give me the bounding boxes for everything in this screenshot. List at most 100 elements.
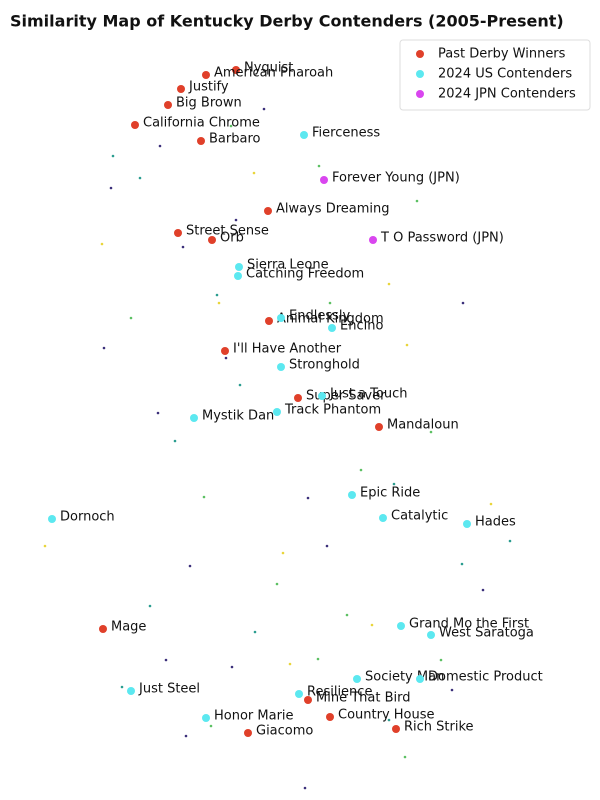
point (190, 414, 198, 422)
background-point (415, 199, 419, 203)
background-point (359, 468, 363, 472)
background-point (164, 658, 168, 662)
point-label: Catching Freedom (246, 267, 364, 282)
point (379, 514, 387, 522)
point-label: Catalytic (391, 509, 448, 524)
point (353, 675, 361, 683)
background-point (489, 502, 493, 506)
point-label: Rich Strike (404, 720, 474, 735)
point-label: Always Dreaming (276, 202, 390, 217)
point (221, 347, 229, 355)
point (202, 714, 210, 722)
background-point (387, 282, 391, 286)
point (244, 729, 252, 737)
point (174, 229, 182, 237)
background-point (188, 564, 192, 568)
point (202, 71, 210, 79)
background-point (403, 755, 407, 759)
background-point (156, 411, 160, 415)
point (392, 725, 400, 733)
point-label: I'll Have Another (233, 342, 342, 357)
point (416, 675, 424, 683)
background-point (460, 562, 464, 566)
point-label: Country House (338, 708, 435, 723)
background-point (111, 154, 115, 158)
background-point (215, 293, 219, 297)
point-label: Animal Kingdom (277, 312, 384, 327)
background-point (184, 734, 188, 738)
background-point (345, 613, 349, 617)
point (300, 131, 308, 139)
background-point (129, 316, 133, 320)
point-label: West Saratoga (439, 626, 534, 641)
point (463, 520, 471, 528)
legend-marker (416, 70, 424, 78)
chart-title: Similarity Map of Kentucky Derby Contend… (10, 12, 564, 31)
point-label: Orb (220, 231, 244, 246)
point-label: American Pharoah (214, 66, 333, 81)
background-point (387, 718, 391, 722)
background-point (148, 604, 152, 608)
point-label: Encino (340, 319, 383, 334)
point-label: Just Steel (138, 682, 200, 697)
background-point (209, 724, 213, 728)
background-point (224, 356, 228, 360)
background-point (429, 430, 433, 434)
point-label: Nyquist (244, 61, 293, 76)
background-point (120, 685, 124, 689)
background-point (461, 301, 465, 305)
background-point (217, 301, 221, 305)
point-label: Epic Ride (360, 486, 420, 501)
point (264, 207, 272, 215)
point (265, 317, 273, 325)
point (277, 363, 285, 371)
point (295, 690, 303, 698)
point (326, 713, 334, 721)
point (397, 622, 405, 630)
background-point (275, 582, 279, 586)
background-point (288, 662, 292, 666)
background-point (138, 176, 142, 180)
background-point (328, 301, 332, 305)
background-point (508, 539, 512, 543)
point (375, 423, 383, 431)
background-point (392, 482, 396, 486)
background-point (325, 544, 329, 548)
background-point (317, 164, 321, 168)
point (318, 392, 326, 400)
point-label: Hades (475, 515, 516, 530)
background-point (202, 495, 206, 499)
point (164, 101, 172, 109)
background-point (230, 665, 234, 669)
point-label: Justify (188, 80, 229, 95)
point-label: Resilience (307, 685, 372, 700)
point-label: Mandaloun (387, 418, 459, 433)
background-point (43, 544, 47, 548)
point (369, 236, 377, 244)
background-point (450, 688, 454, 692)
background-point (229, 124, 233, 128)
point (328, 324, 336, 332)
background-point (100, 242, 104, 246)
point-label: Dornoch (60, 510, 115, 525)
background-point (306, 496, 310, 500)
background-point (303, 786, 307, 790)
point-label: Giacomo (256, 724, 313, 739)
point (427, 631, 435, 639)
background-point (102, 346, 106, 350)
point-label: Big Brown (176, 96, 242, 111)
background-point (158, 144, 162, 148)
point-label: Stronghold (289, 358, 360, 373)
point-label: Mage (111, 620, 146, 635)
legend-marker (416, 90, 424, 98)
point-label: Society Man (365, 670, 444, 685)
point (127, 687, 135, 695)
background-point (481, 588, 485, 592)
background-point (234, 218, 238, 222)
background-point (316, 657, 320, 661)
point-label: Forever Young (JPN) (332, 171, 460, 186)
point-label: Street Sense (186, 224, 269, 239)
point (197, 137, 205, 145)
point (348, 491, 356, 499)
